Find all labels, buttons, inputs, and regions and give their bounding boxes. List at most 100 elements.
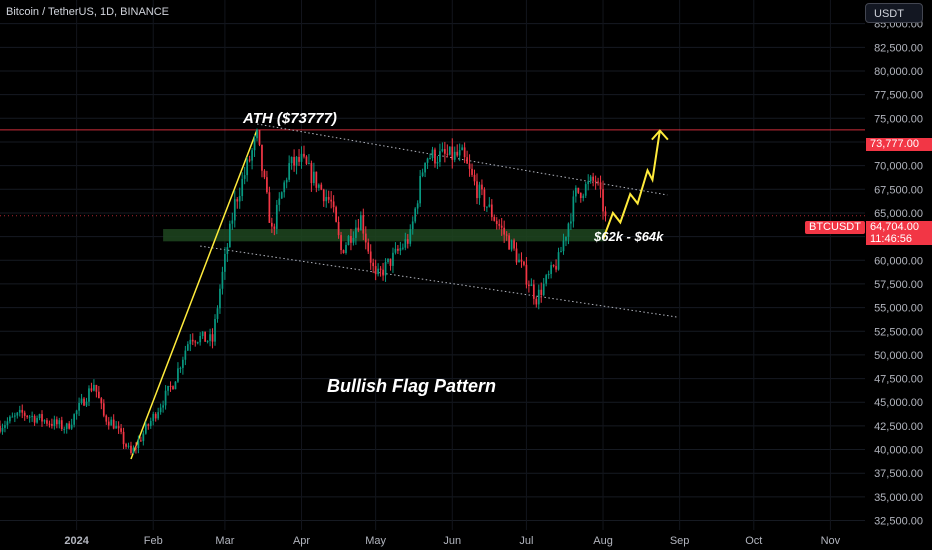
candle-body (233, 199, 236, 221)
candle-body (4, 425, 6, 428)
candle-body (253, 138, 256, 151)
candle-body (238, 196, 241, 202)
candle-body (219, 288, 221, 309)
price-tick-label: 32,500.00 (874, 516, 923, 528)
candle-body (38, 414, 41, 419)
candle-body (473, 174, 476, 182)
candle-body (414, 208, 417, 222)
candle-body (290, 156, 293, 164)
candle-body (508, 235, 510, 250)
candle-body (295, 156, 298, 166)
candle-body (471, 168, 473, 175)
candle-body (60, 420, 63, 430)
candle-body (105, 415, 108, 422)
candle-body (332, 201, 335, 208)
candle-body (392, 252, 394, 266)
candle-body (21, 409, 24, 413)
price-tick-label: 82,500.00 (874, 42, 923, 54)
candle-body (582, 195, 585, 199)
currency-button[interactable]: USDT (865, 3, 923, 23)
candle-body (493, 217, 496, 221)
candle-body (565, 236, 567, 241)
last-price-tag: 64,704.00 11:46:56 (866, 221, 932, 245)
price-tick-label: 57,500.00 (874, 279, 923, 291)
candle-body (137, 440, 140, 449)
candle-body (570, 221, 572, 224)
candle-body (164, 390, 167, 406)
candle-body (115, 426, 118, 429)
candle-body (315, 171, 318, 188)
candle-body (451, 146, 454, 160)
time-tick-label: 2024 (64, 535, 89, 547)
candle-body (80, 398, 83, 403)
candle-body (431, 149, 434, 159)
candle-body (70, 424, 73, 429)
candle-body (85, 401, 88, 406)
candle-body (500, 225, 503, 228)
price-tick-label: 37,500.00 (874, 468, 923, 480)
candle-body (273, 226, 276, 229)
candle-body (248, 159, 251, 161)
candle-body (347, 236, 350, 245)
candle-body (560, 251, 562, 253)
last-price-value: 64,704.00 (870, 221, 919, 233)
candle-body (518, 259, 520, 263)
candle-body (9, 416, 11, 422)
candle-body (429, 158, 431, 160)
candle-body (224, 253, 226, 272)
candle-body (426, 158, 429, 163)
candle-body (75, 410, 78, 415)
support-zone-rect (163, 229, 606, 242)
candle-body (167, 385, 169, 391)
candle-body (53, 419, 56, 426)
time-axis[interactable]: 2024 Feb Mar Apr May Jun Jul Aug Sep Oct Nov (64, 535, 840, 547)
support-zone (163, 229, 606, 242)
candle-body (280, 192, 283, 199)
candle-body (532, 284, 535, 299)
time-tick-label: Oct (745, 535, 762, 547)
candle-body (310, 163, 313, 184)
candle-body (313, 171, 315, 184)
candle-body (481, 184, 483, 190)
time-tick-label: Jun (443, 535, 461, 547)
candle-body (592, 176, 595, 181)
price-tick-label: 55,000.00 (874, 303, 923, 315)
projection-arrowhead (651, 129, 669, 141)
candle-body (337, 221, 340, 236)
candle-body (448, 146, 451, 155)
candlesticks (0, 128, 607, 455)
candle-body (97, 391, 100, 399)
candle-body (236, 199, 239, 202)
candle-body (246, 159, 249, 176)
candle-body (525, 264, 528, 285)
candle-body (424, 162, 426, 173)
candle-body (372, 262, 375, 267)
candle-body (214, 318, 216, 342)
candle-body (397, 248, 399, 251)
candle-body (555, 266, 557, 270)
candle-body (352, 237, 355, 243)
candle-body (100, 398, 103, 404)
candle-body (73, 414, 76, 425)
candle-body (154, 413, 157, 419)
price-axis[interactable]: 32,500.00 35,000.00 37,500.00 40,000.00 42,5… (874, 19, 923, 528)
candle-body (379, 268, 382, 270)
candle-body (179, 367, 182, 369)
candle-body (147, 424, 150, 426)
candle-body (468, 163, 471, 169)
candle-body (51, 423, 53, 426)
candle-body (206, 340, 209, 342)
candle-body (574, 187, 577, 197)
candle-body (261, 144, 263, 171)
candle-body (404, 239, 407, 248)
candle-body (463, 147, 466, 158)
candle-body (107, 421, 110, 426)
candle-body (63, 428, 66, 430)
symbol-price-tag: BTCUSDT (805, 221, 865, 234)
candle-body (258, 129, 261, 145)
channel-line (200, 245, 678, 318)
candle-body (144, 424, 147, 434)
candle-body (196, 342, 199, 344)
price-tick-label: 47,500.00 (874, 374, 923, 386)
